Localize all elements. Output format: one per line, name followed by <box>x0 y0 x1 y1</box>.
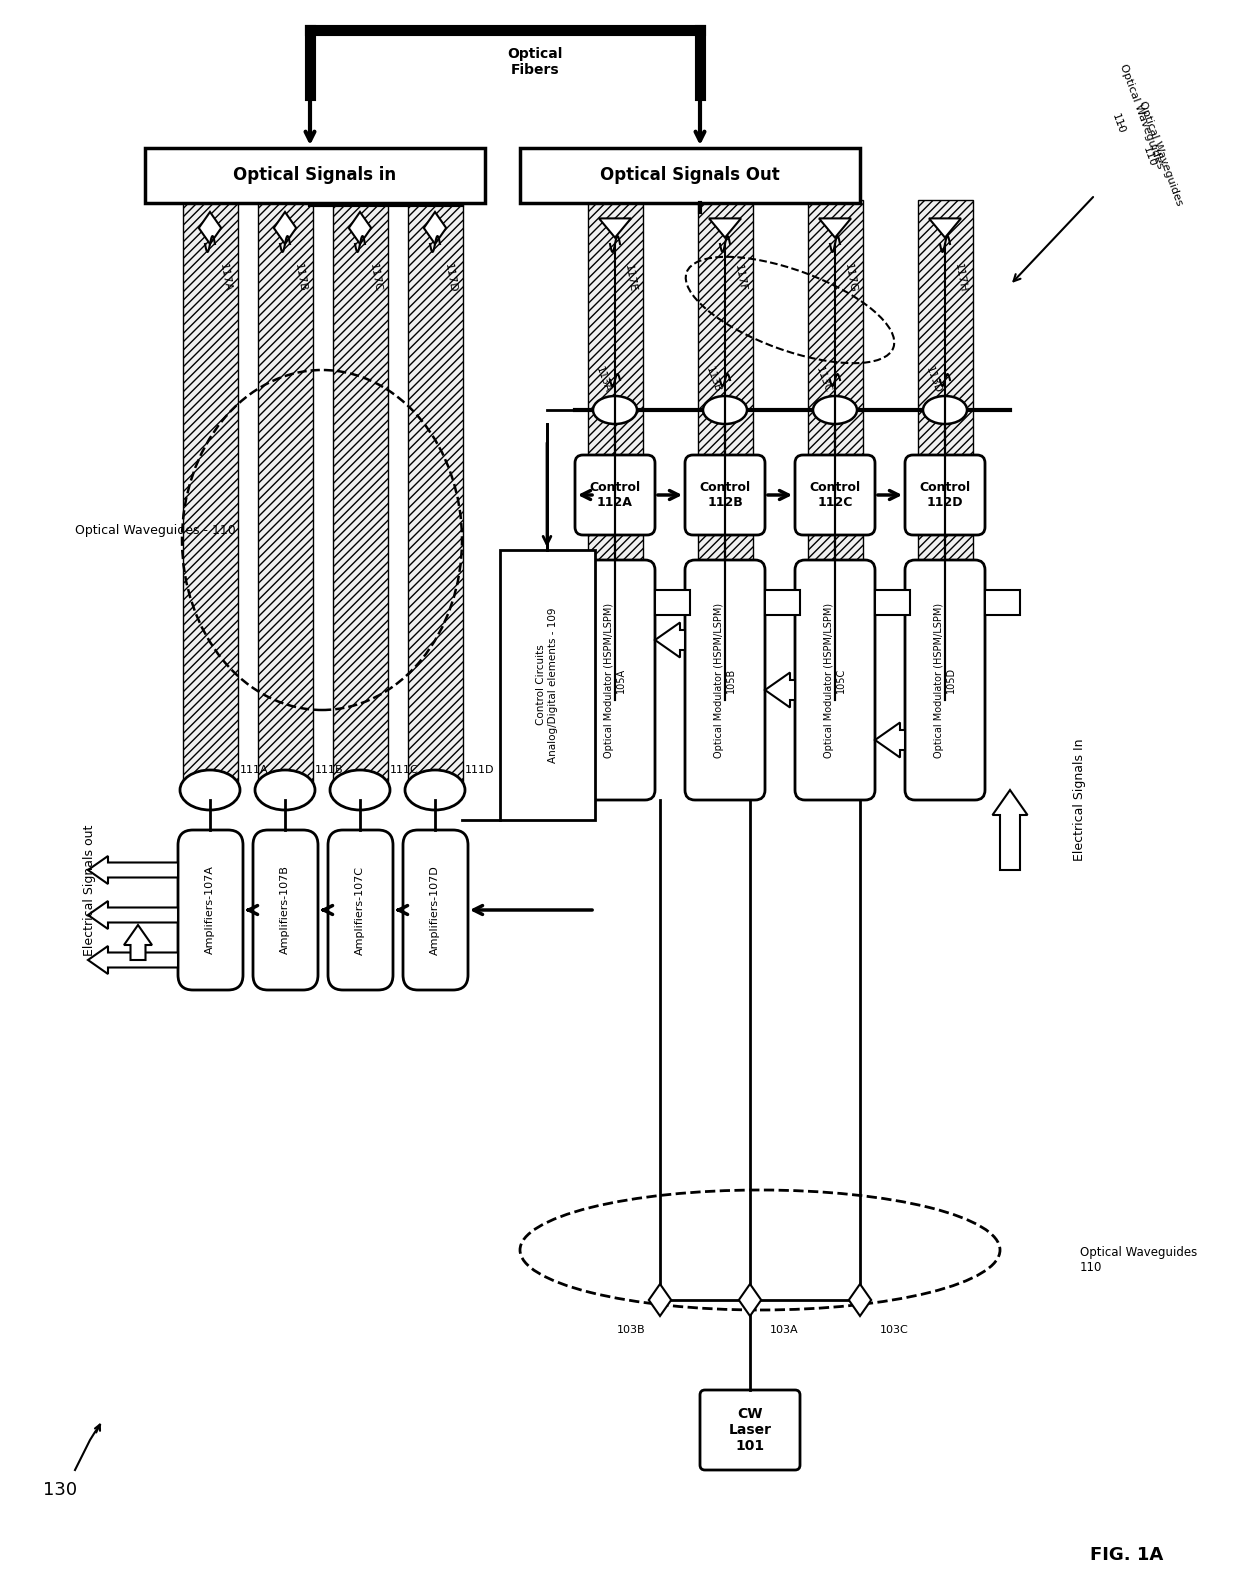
Polygon shape <box>849 1285 872 1317</box>
FancyArrow shape <box>765 673 795 708</box>
FancyBboxPatch shape <box>575 559 655 800</box>
Bar <box>520 148 861 202</box>
Text: 113C: 113C <box>813 365 832 394</box>
Text: 117C: 117C <box>367 263 382 293</box>
Bar <box>698 199 753 700</box>
Polygon shape <box>649 1285 671 1317</box>
Text: 117A: 117A <box>217 263 232 293</box>
Text: 111C: 111C <box>391 765 419 775</box>
Text: Electrical Signals In: Electrical Signals In <box>1074 738 1086 861</box>
FancyArrow shape <box>875 722 905 757</box>
Text: Optical Signals Out: Optical Signals Out <box>600 166 780 183</box>
Polygon shape <box>274 212 296 244</box>
Bar <box>808 199 863 700</box>
Text: 117B: 117B <box>293 263 308 293</box>
Bar <box>985 590 1021 615</box>
Text: 103C: 103C <box>880 1325 909 1336</box>
Text: Optical Signals in: Optical Signals in <box>233 166 397 183</box>
FancyBboxPatch shape <box>684 454 765 536</box>
Ellipse shape <box>180 770 241 810</box>
Bar <box>655 590 689 615</box>
Text: 113B: 113B <box>703 365 723 394</box>
FancyBboxPatch shape <box>575 454 655 536</box>
Bar <box>258 199 312 791</box>
Text: 117G: 117G <box>842 263 858 293</box>
Bar <box>145 148 485 202</box>
Text: 103B: 103B <box>616 1325 645 1336</box>
Bar <box>588 199 644 700</box>
FancyBboxPatch shape <box>905 454 985 536</box>
Text: 117E: 117E <box>622 263 637 293</box>
FancyBboxPatch shape <box>403 830 467 990</box>
FancyArrow shape <box>124 925 153 960</box>
Text: Optical Waveguides
̲̲̲
110: Optical Waveguides ̲̲̲ 110 <box>1095 62 1164 179</box>
Ellipse shape <box>813 395 857 424</box>
Polygon shape <box>929 218 961 238</box>
Text: Optical Modulator (HSPM/LSPM)
105B: Optical Modulator (HSPM/LSPM) 105B <box>714 603 735 757</box>
Text: Optical Modulator (HSPM/LSPM)
105A: Optical Modulator (HSPM/LSPM) 105A <box>604 603 626 757</box>
Text: Optical Waveguides - 110: Optical Waveguides - 110 <box>74 523 236 537</box>
Polygon shape <box>198 212 221 244</box>
Bar <box>408 199 463 791</box>
Polygon shape <box>599 218 631 238</box>
FancyBboxPatch shape <box>795 559 875 800</box>
Text: CW
Laser
101: CW Laser 101 <box>729 1408 771 1454</box>
Text: 111B: 111B <box>315 765 343 775</box>
Text: 103A: 103A <box>770 1325 799 1336</box>
Text: 111D: 111D <box>465 765 495 775</box>
Text: 130: 130 <box>43 1481 77 1498</box>
Text: 117H: 117H <box>952 263 967 293</box>
FancyArrow shape <box>88 901 179 929</box>
FancyBboxPatch shape <box>795 454 875 536</box>
Polygon shape <box>709 218 742 238</box>
Text: Electrical Signals out: Electrical Signals out <box>83 824 97 956</box>
Ellipse shape <box>593 395 637 424</box>
Text: Optical Waveguides
110: Optical Waveguides 110 <box>1080 1247 1198 1274</box>
FancyBboxPatch shape <box>253 830 317 990</box>
Bar <box>918 199 973 700</box>
FancyBboxPatch shape <box>905 559 985 800</box>
Text: 117D: 117D <box>443 263 458 293</box>
Ellipse shape <box>923 395 967 424</box>
FancyArrow shape <box>992 791 1028 870</box>
Polygon shape <box>739 1285 761 1317</box>
FancyBboxPatch shape <box>329 830 393 990</box>
Text: Optical Modulator (HSPM/LSPM)
105D: Optical Modulator (HSPM/LSPM) 105D <box>934 603 956 757</box>
Polygon shape <box>424 212 446 244</box>
Text: Control
112D: Control 112D <box>919 481 971 508</box>
Bar <box>184 199 238 791</box>
Ellipse shape <box>405 770 465 810</box>
Ellipse shape <box>703 395 746 424</box>
Text: Optical
Fibers: Optical Fibers <box>507 46 563 77</box>
FancyBboxPatch shape <box>179 830 243 990</box>
Text: Control
112B: Control 112B <box>699 481 750 508</box>
Bar <box>500 550 595 819</box>
Ellipse shape <box>330 770 391 810</box>
Polygon shape <box>818 218 851 238</box>
Text: 111A: 111A <box>241 765 269 775</box>
Text: 113A: 113A <box>594 365 613 394</box>
Bar <box>875 590 910 615</box>
FancyArrow shape <box>88 945 179 974</box>
Text: Optical Waveguides
110: Optical Waveguides 110 <box>1126 99 1184 210</box>
Text: Amplifiers-107B: Amplifiers-107B <box>280 866 290 955</box>
Bar <box>334 199 388 791</box>
Text: FIG. 1A: FIG. 1A <box>1090 1546 1163 1564</box>
FancyArrow shape <box>88 856 179 885</box>
FancyBboxPatch shape <box>701 1390 800 1470</box>
Bar <box>765 590 800 615</box>
Text: Amplifiers-107D: Amplifiers-107D <box>430 866 440 955</box>
Text: 117F: 117F <box>733 263 748 292</box>
FancyArrow shape <box>655 623 684 657</box>
Text: Optical Modulator (HSPM/LSPM)
105C: Optical Modulator (HSPM/LSPM) 105C <box>825 603 846 757</box>
Text: Control Circuits
Analog/Digital elements - 109: Control Circuits Analog/Digital elements… <box>536 607 558 764</box>
Text: Control
112C: Control 112C <box>810 481 861 508</box>
Polygon shape <box>348 212 371 244</box>
Text: Amplifiers-107C: Amplifiers-107C <box>355 866 365 955</box>
Text: Control
112A: Control 112A <box>589 481 641 508</box>
FancyBboxPatch shape <box>684 559 765 800</box>
Text: Amplifiers-107A: Amplifiers-107A <box>205 866 215 955</box>
Text: 113D: 113D <box>924 365 942 395</box>
Ellipse shape <box>255 770 315 810</box>
